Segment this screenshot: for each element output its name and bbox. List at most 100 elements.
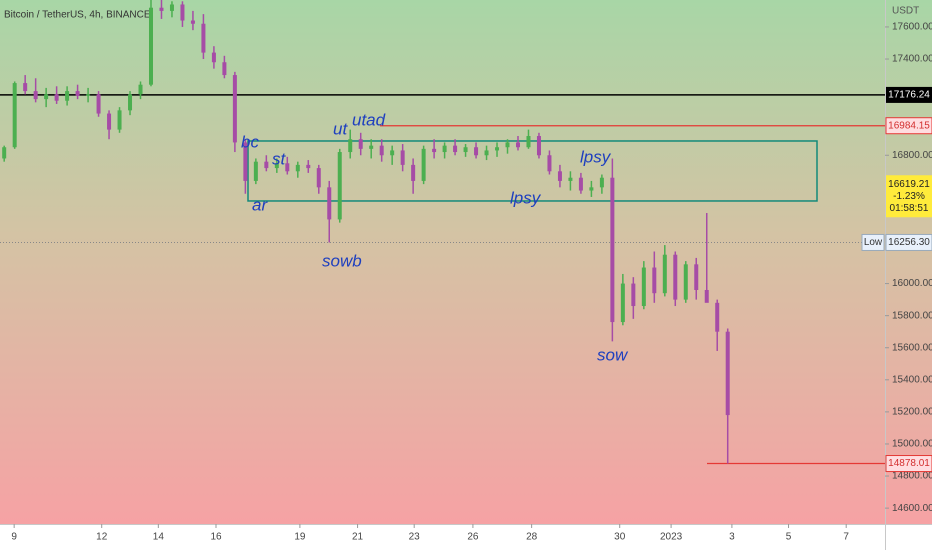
time-axis-bg [0,524,932,550]
candle-body [578,177,583,191]
candle-body [295,164,300,172]
low-badge [885,233,932,251]
candle-body [159,7,164,11]
candle-body [641,267,646,307]
candle-body [138,84,143,95]
candle-body [390,150,395,156]
candle-body [2,147,7,159]
y-tick-label: 15400.00 [892,374,932,385]
candle-body [23,83,28,92]
candle-body [421,148,426,181]
annotation: sow [597,345,629,364]
candle-body [75,91,80,96]
annotation: st [272,149,287,168]
y-tick-label: 15200.00 [892,407,932,418]
y-tick-label: 15600.00 [892,342,932,353]
low-badge-name: Low [864,237,883,248]
candle-body [400,150,405,165]
x-tick-label: 14 [153,532,165,543]
last-price-badge [886,175,932,218]
annotation: utad [352,110,386,129]
candle-body [704,289,709,303]
candle-body [715,302,720,332]
price-badge-label: 14878.01 [888,458,930,469]
price-badge [885,455,932,473]
candle-body [264,161,269,169]
candle-body [369,145,374,149]
candle-body [148,7,153,85]
y-tick-label: 17400.00 [892,54,932,65]
candle-body [33,91,38,100]
candle-body [515,142,520,148]
chart-title: Bitcoin / TetherUS, 4h, BINANCE [4,10,151,21]
y-tick-label: 14600.00 [892,503,932,514]
x-tick-label: 3 [729,532,735,543]
y-tick-label: 16000.00 [892,278,932,289]
candle-body [86,94,91,96]
low-badge-label: 16256.30 [888,237,930,248]
low-badge [861,233,885,251]
x-tick-label: 7 [843,532,849,543]
x-tick-label: 28 [526,532,538,543]
candle-body [316,168,321,188]
candle-body [526,136,531,148]
annotation: ut [333,119,348,138]
price-badge [885,117,932,135]
y-unit: USDT [892,6,919,17]
x-tick-label: 26 [467,532,479,543]
annotation: bc [241,132,259,151]
candle-body [599,177,604,188]
candle-body [694,264,699,290]
candle-body [610,177,615,323]
candle-body [107,113,112,130]
candle-body [180,4,185,21]
last-price-label: 16619.21 [888,179,930,190]
candle-body [243,142,248,181]
candle-body [128,94,133,111]
candle-body [432,148,437,153]
price-badge [886,86,932,103]
range-box [247,140,818,202]
candle-body [337,152,342,220]
y-tick-label: 15000.00 [892,439,932,450]
candle-body [348,139,353,153]
candle-body [96,94,101,114]
candle-body [453,145,458,153]
candle-body [442,145,447,153]
candle-body [12,83,17,148]
x-tick-label: 2023 [660,532,683,543]
x-tick-label: 9 [11,532,17,543]
candle-body [327,187,332,220]
candle-body [44,94,49,100]
candle-body [683,264,688,300]
candle-body [411,164,416,181]
candle-body [306,164,311,169]
candle-body [285,163,290,172]
last-price-change: -1.23% [893,191,925,202]
x-tick-label: 30 [614,532,626,543]
candle-body [557,171,562,181]
candle-body [620,283,625,323]
y-tick-label: 17600.00 [892,22,932,33]
candle-body [211,52,216,63]
x-tick-label: 23 [409,532,421,543]
y-tick-label: 16800.00 [892,150,932,161]
candle-body [631,283,636,307]
candle-body [474,147,479,156]
candle-body [662,254,667,294]
candle-body [201,23,206,53]
annotation: lpsy [510,188,542,207]
annotation: ar [252,195,268,214]
background [0,0,932,524]
candle-body [274,163,279,169]
candle-body [652,267,657,294]
candle-body [547,155,552,172]
candle-body [190,20,195,24]
annotation: sowb [322,251,362,270]
x-tick-label: 19 [294,532,306,543]
candle-body [253,161,258,181]
candle-body [673,254,678,300]
candle-body [463,147,468,153]
candle-body [379,145,384,156]
